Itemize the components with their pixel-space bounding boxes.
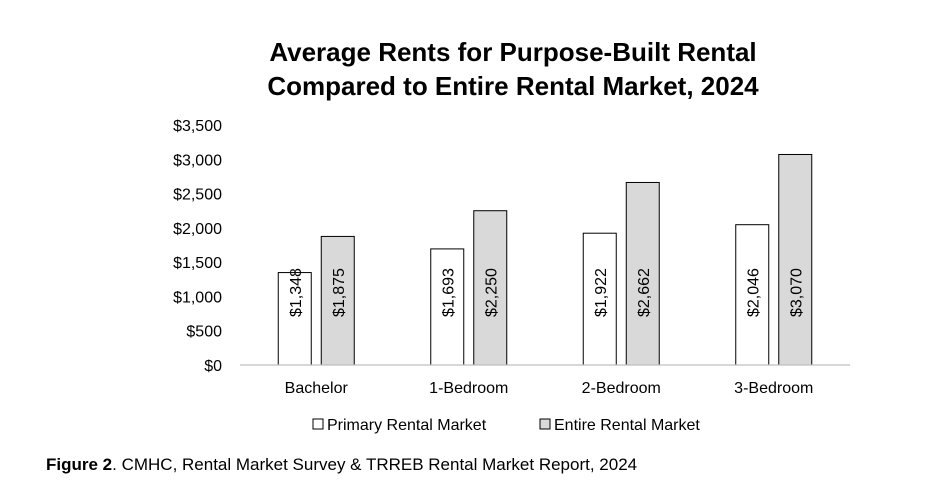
legend-swatch [539,418,551,430]
caption-text: . CMHC, Rental Market Survey & TRREB Ren… [112,455,638,474]
bar [320,235,355,366]
bar [277,272,312,366]
y-tick-label: $500 [186,324,222,341]
x-tick-label: Bachelor [285,380,349,397]
legend: Primary Rental Market Entire Rental Marke… [312,417,700,434]
x-tick-label: 1-Bedroom [429,380,508,397]
x-axis: Bachelor 1-Bedroom 2-Bedroom 3-Bedroom [285,380,814,397]
chart-title-line-1: Average Rents for Purpose-Built Rental [269,37,756,67]
bar-value-label: $2,250 [483,268,500,317]
bar [473,210,508,366]
caption-label: Figure 2 [46,455,113,474]
y-tick-label: $3,000 [173,152,222,169]
y-tick-label: $3,500 [173,118,222,135]
bar [778,153,813,366]
y-tick-label: $1,000 [173,289,222,306]
bar-value-label: $3,070 [788,268,805,317]
bar-value-label: $2,046 [745,268,762,317]
bar [430,248,465,366]
bars-group: $1,348 $1,875 $1,693 $2,250 $1,922 $2,662 $2,0… [277,153,813,366]
y-tick-label: $2,000 [173,221,222,238]
y-axis: $0 $500 $1,000 $1,500 $2,000 $2,500 $3,000 $3,5… [173,118,222,375]
y-tick-label: $0 [204,358,222,375]
x-tick-label: 3-Bedroom [734,380,813,397]
y-tick-label: $2,500 [173,187,222,204]
y-tick-label: $1,500 [173,255,222,272]
bar-value-label: $1,348 [288,268,305,317]
legend-label: Primary Rental Market [327,417,487,434]
bar-value-label: $1,875 [331,268,348,317]
legend-swatch [312,418,324,430]
legend-label: Entire Rental Market [554,417,700,434]
bar-value-label: $2,662 [636,268,653,317]
chart-title-line-2: Compared to Entire Rental Market, 2024 [267,71,759,101]
bar-value-label: $1,922 [593,268,610,317]
x-tick-label: 2-Bedroom [582,380,661,397]
bar-value-label: $1,693 [440,268,457,317]
figure-caption: Figure 2. CMHC, Rental Market Survey & T… [46,455,637,475]
bar [625,181,660,366]
